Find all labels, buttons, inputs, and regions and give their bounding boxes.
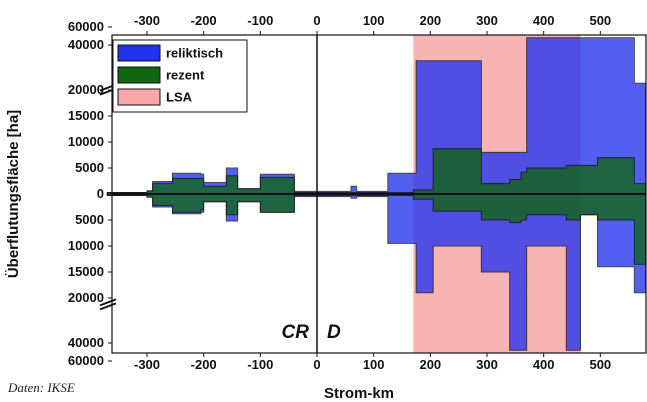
series-rezent-upper-area <box>106 148 647 195</box>
x-tick-label-bottom: -300 <box>134 357 160 372</box>
y-tick-label: 10000 <box>68 238 104 253</box>
x-tick-label-top: 500 <box>589 13 611 28</box>
x-tick-label-top: 400 <box>533 13 555 28</box>
y-tick-label: 40000 <box>68 335 104 350</box>
y-tick-label: 15000 <box>68 108 104 123</box>
y-tick-label: 10000 <box>68 134 104 149</box>
x-tick-label-bottom: 200 <box>419 357 441 372</box>
legend-label-reliktisch: reliktisch <box>166 46 223 61</box>
y-tick-label: 20000 <box>68 290 104 305</box>
y-tick-label: 60000 <box>68 353 104 368</box>
series-rezent <box>106 148 647 265</box>
x-tick-label-top: 0 <box>313 13 320 28</box>
x-tick-label-top: -200 <box>191 13 217 28</box>
country-label-cr: CR <box>282 322 310 343</box>
x-tick-label-top: 200 <box>419 13 441 28</box>
legend-swatch-rezent <box>117 66 161 84</box>
series-reliktisch <box>106 37 647 351</box>
y-tick-label: 5000 <box>75 160 104 175</box>
axis-break-mark <box>99 302 117 311</box>
x-axis-title: Strom-km <box>324 385 394 402</box>
legend: reliktisch rezent LSA <box>112 39 248 113</box>
legend-label-LSA: LSA <box>166 90 193 105</box>
x-tick-label-bottom: 100 <box>363 357 385 372</box>
y-tick-label: 40000 <box>68 37 104 52</box>
x-tick-label-bottom: 0 <box>313 357 320 372</box>
x-tick-label-bottom: 400 <box>533 357 555 372</box>
x-tick-label-top: 300 <box>476 13 498 28</box>
axis-break-mark <box>99 298 117 307</box>
legend-swatch-LSA <box>117 88 161 106</box>
series-reliktisch-upper-area <box>106 37 647 195</box>
y-tick-label: 60000 <box>68 19 104 34</box>
country-label-d: D <box>327 322 341 343</box>
series-layer <box>106 37 647 351</box>
data-source-note: Daten: IKSE <box>8 380 75 395</box>
legend-label-rezent: rezent <box>166 68 205 83</box>
x-tick-label-bottom: 300 <box>476 357 498 372</box>
y-tick-label: 0 <box>97 186 104 201</box>
legend-swatch-reliktisch <box>117 44 161 62</box>
y-tick-label: 20000 <box>68 82 104 97</box>
y-axis-title: Überflutungsfläche [ha] <box>5 110 22 278</box>
x-tick-label-bottom: 500 <box>589 357 611 372</box>
label-layer: -300 -300 -200 -200 -100 -100 0 0 100 100 200 200 30… <box>5 13 611 402</box>
series-reliktisch-lower-area <box>106 193 647 351</box>
x-tick-label-top: -300 <box>134 13 160 28</box>
x-tick-label-bottom: -100 <box>247 357 273 372</box>
x-tick-label-top: -100 <box>247 13 273 28</box>
x-tick-label-top: 100 <box>363 13 385 28</box>
y-tick-label: 5000 <box>75 212 104 227</box>
x-tick-label-bottom: -200 <box>191 357 217 372</box>
y-tick-label: 15000 <box>68 264 104 279</box>
series-rezent-lower-area <box>106 193 647 265</box>
